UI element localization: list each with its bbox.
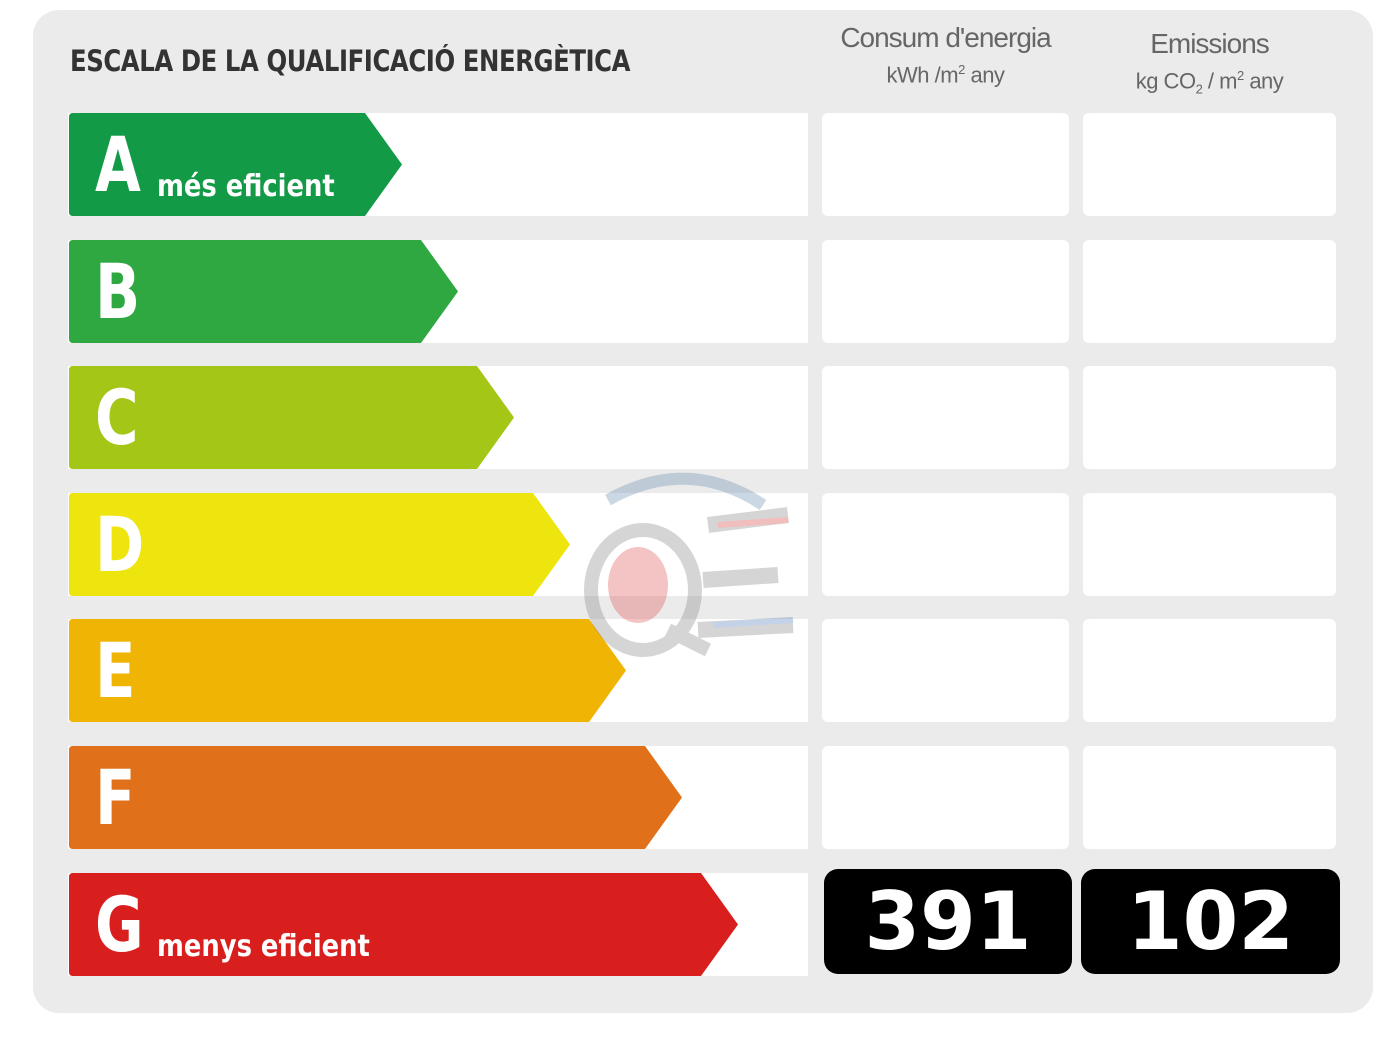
emissions-column-header: Emissions kg CO2 / m2 any xyxy=(1083,28,1336,97)
emissions-value-box: 102 xyxy=(1081,869,1340,974)
energy-column-unit: kWh /m2 any xyxy=(822,62,1069,88)
emissions-cell xyxy=(1083,113,1336,216)
emissions-cell xyxy=(1083,366,1336,469)
energy-cell xyxy=(822,113,1069,216)
rating-sublabel: més eficient xyxy=(157,169,335,204)
emissions-column-label: Emissions xyxy=(1083,28,1336,60)
rating-letter: D xyxy=(95,505,144,585)
energy-column-label: Consum d'energia xyxy=(822,22,1069,54)
watermark-logo xyxy=(578,465,798,665)
rating-letter: A xyxy=(95,125,141,205)
rating-arrow-b: B xyxy=(69,240,458,343)
rating-letter: C xyxy=(95,378,139,458)
emissions-cell xyxy=(1083,619,1336,722)
rating-arrow-e: E xyxy=(69,619,626,722)
rating-sublabel: menys eficient xyxy=(157,929,370,964)
emissions-column-unit: kg CO2 / m2 any xyxy=(1083,68,1336,97)
rating-arrow-d: D xyxy=(69,493,570,596)
energy-value: 391 xyxy=(865,875,1032,968)
emissions-value: 102 xyxy=(1127,875,1294,968)
rating-letter: B xyxy=(95,252,140,332)
rating-arrow-c: C xyxy=(69,366,514,469)
energy-cell xyxy=(822,619,1069,722)
page-title: ESCALA DE LA QUALIFICACIÓ ENERGÈTICA xyxy=(70,44,630,78)
energy-cell xyxy=(822,493,1069,596)
rating-arrow-f: F xyxy=(69,746,682,849)
emissions-cell xyxy=(1083,240,1336,343)
rating-letter: F xyxy=(95,758,135,838)
emissions-cell xyxy=(1083,746,1336,849)
energy-value-box: 391 xyxy=(824,869,1072,974)
emissions-cell xyxy=(1083,493,1336,596)
energy-cell xyxy=(822,366,1069,469)
rating-letter: E xyxy=(95,631,135,711)
energy-column-header: Consum d'energia kWh /m2 any xyxy=(822,22,1069,88)
rating-letter: G xyxy=(95,885,144,965)
energy-cell xyxy=(822,240,1069,343)
energy-cell xyxy=(822,746,1069,849)
